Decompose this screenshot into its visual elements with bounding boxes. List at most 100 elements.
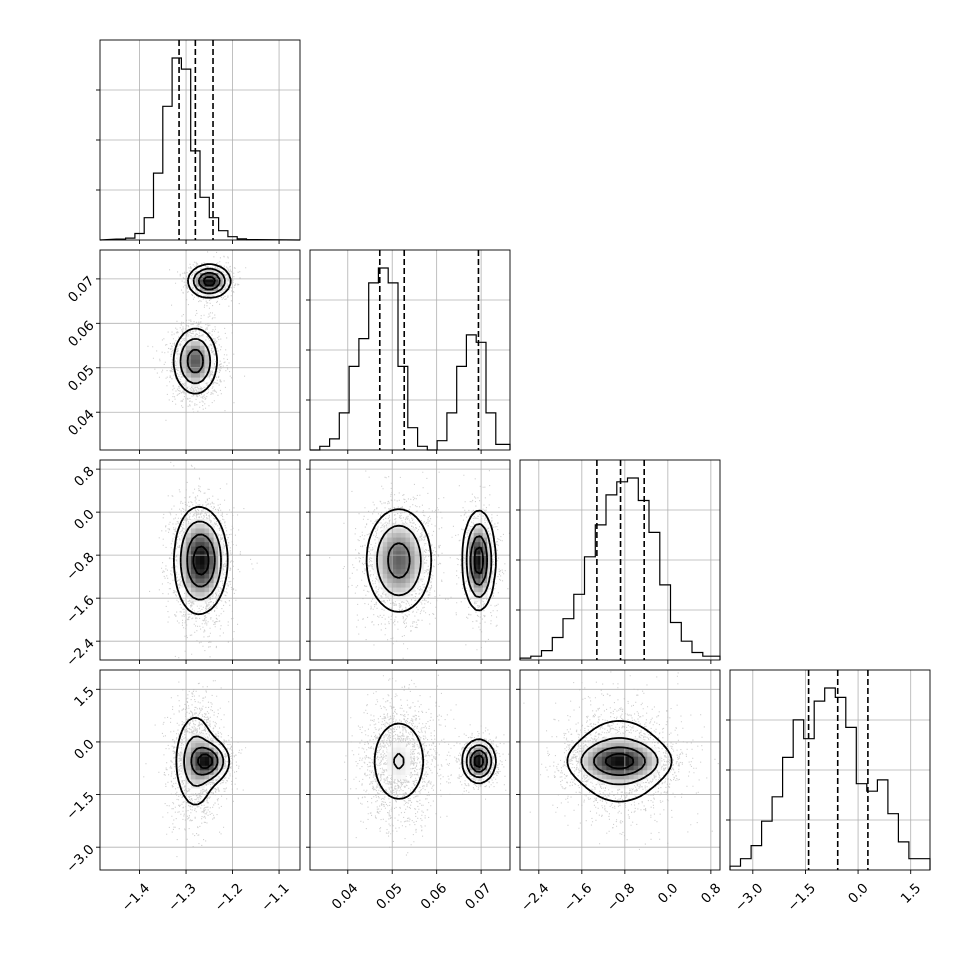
density-cell: [195, 582, 201, 588]
density-cell: [181, 774, 187, 780]
contour-line: [186, 272, 221, 374]
density-cell: [190, 756, 196, 762]
density-cell: [181, 541, 187, 547]
x-tick-label: −1.5: [785, 880, 819, 914]
density-cell: [478, 596, 484, 602]
density-cell: [209, 560, 214, 565]
density-cell: [200, 381, 205, 387]
density-cell: [624, 774, 630, 780]
density-cell: [391, 528, 397, 534]
density-cell: [588, 747, 594, 753]
x-tick-label: 0.04: [329, 880, 362, 913]
density-cell: [469, 537, 474, 543]
density-cell: [186, 747, 192, 753]
density-cell: [181, 564, 187, 570]
contour-line: [183, 735, 225, 787]
density-cell: [610, 774, 616, 780]
density-cell: [190, 770, 196, 775]
density-cell: [410, 546, 415, 552]
density-cell: [642, 747, 648, 753]
contour-line: [387, 535, 488, 586]
contour-line: [186, 533, 216, 588]
density-cell: [583, 765, 589, 771]
contour-line: [376, 523, 493, 599]
density-cell: [469, 555, 474, 561]
density-cell: [469, 591, 474, 597]
density-cell: [387, 555, 393, 561]
density-cell: [606, 760, 612, 766]
density-cell: [177, 555, 183, 561]
density-cell: [588, 756, 594, 762]
density-cell: [181, 587, 187, 593]
density-cell: [610, 783, 616, 789]
density-cell: [391, 555, 397, 561]
density-cell: [218, 751, 224, 757]
density-cell: [419, 546, 424, 552]
density-cell: [396, 747, 402, 753]
density-cell: [633, 742, 639, 748]
density-cell: [469, 578, 474, 584]
density-cell: [195, 345, 201, 351]
density-cell: [396, 582, 402, 588]
density-cell: [181, 350, 187, 355]
density-cell: [606, 747, 612, 753]
density-cell: [400, 564, 406, 570]
density-cell: [195, 788, 201, 794]
density-cell: [642, 751, 648, 757]
density-cell: [195, 340, 201, 346]
density-cell: [186, 372, 192, 378]
density-cell: [597, 779, 603, 784]
density-cell: [478, 591, 484, 597]
density-cell: [620, 760, 625, 766]
contour-line: [566, 720, 673, 803]
density-cell: [405, 555, 411, 561]
density-cell: [195, 738, 201, 744]
density-cell: [200, 277, 205, 283]
density-cell: [190, 363, 196, 369]
density-cell: [204, 582, 210, 588]
density-cell: [473, 751, 479, 757]
density-cell: [204, 359, 210, 364]
density-cell: [400, 765, 406, 771]
density-cell: [487, 560, 493, 565]
density-cell: [592, 760, 598, 766]
density-cell: [209, 550, 214, 556]
density-cell: [473, 756, 479, 762]
density-cell: [204, 354, 210, 360]
density-cell: [200, 340, 205, 346]
density-cell: [396, 596, 402, 602]
density-cell: [473, 765, 479, 771]
density-cell: [638, 779, 644, 784]
density-cell: [647, 770, 653, 775]
density-cell: [209, 359, 214, 364]
density-cell: [387, 747, 393, 753]
density-cell: [195, 751, 201, 757]
x-tick-label: 0.0: [845, 880, 872, 907]
density-cell: [190, 550, 196, 556]
density-cell: [405, 532, 411, 538]
density-cell: [382, 546, 388, 552]
density-cell: [391, 596, 397, 602]
density-cell: [204, 555, 210, 561]
density-cell: [478, 747, 484, 753]
density-cell: [633, 738, 639, 744]
density-cell: [620, 738, 625, 744]
density-cell: [482, 582, 488, 588]
density-cell: [204, 277, 210, 283]
density-cell: [588, 774, 594, 780]
density-cell: [391, 550, 397, 556]
density-cell: [218, 770, 224, 775]
contour-line: [473, 546, 484, 575]
density-cell: [400, 546, 406, 552]
density-cell: [410, 541, 415, 547]
density-cell: [624, 760, 630, 766]
density-cell: [410, 564, 415, 570]
density-cell: [186, 532, 192, 538]
density-cell: [642, 770, 648, 775]
marks-layer: [99, 40, 931, 870]
density-cell: [615, 742, 621, 748]
density-cell: [410, 528, 415, 534]
density-cell: [487, 760, 493, 766]
density-cell: [597, 738, 603, 744]
density-cell: [190, 368, 196, 374]
